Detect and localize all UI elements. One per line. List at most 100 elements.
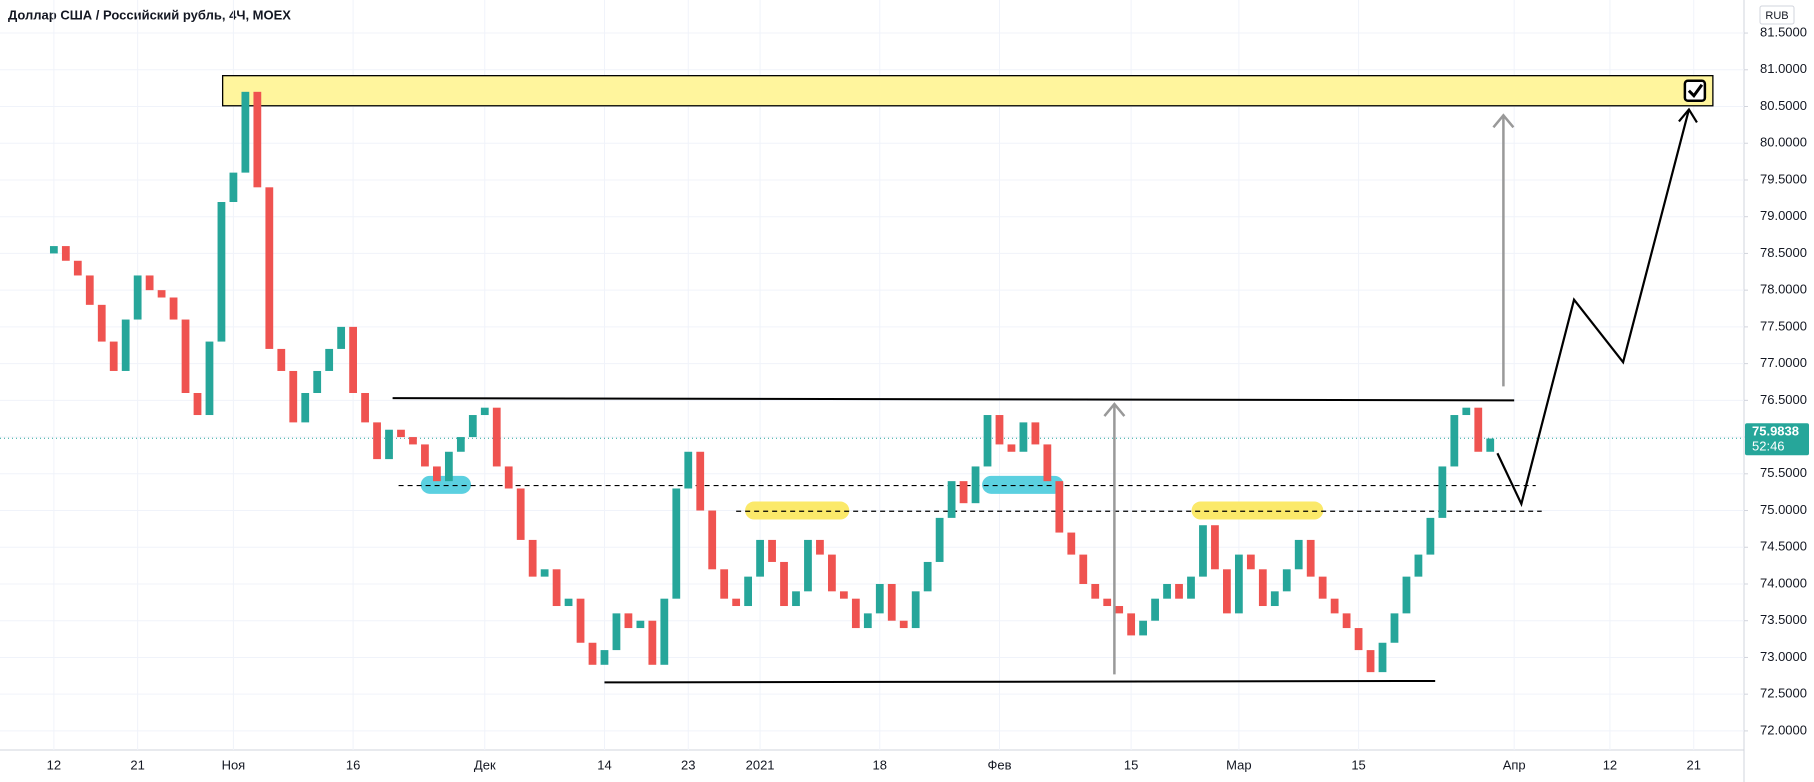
candle bbox=[1199, 525, 1207, 577]
x-tick-label: Мар bbox=[1226, 757, 1251, 772]
x-tick-label: 12 bbox=[1603, 757, 1617, 772]
candle bbox=[1390, 613, 1399, 643]
candle bbox=[409, 437, 417, 445]
candle bbox=[241, 91, 250, 173]
candle bbox=[1067, 532, 1076, 555]
grid bbox=[0, 0, 1744, 750]
candle bbox=[684, 451, 693, 489]
candle bbox=[1187, 576, 1195, 599]
candle bbox=[145, 275, 154, 291]
candle bbox=[373, 422, 381, 460]
candle bbox=[73, 260, 82, 276]
candle bbox=[672, 488, 681, 599]
candle bbox=[480, 407, 489, 416]
candle bbox=[899, 620, 908, 629]
candle bbox=[911, 591, 920, 629]
candle bbox=[1438, 466, 1447, 518]
candle bbox=[863, 613, 872, 629]
y-tick-label: 78.0000 bbox=[1760, 282, 1807, 297]
y-tick-label: 80.5000 bbox=[1760, 98, 1807, 113]
y-tick-label: 81.5000 bbox=[1760, 24, 1807, 39]
candle bbox=[1223, 569, 1231, 614]
candle bbox=[1139, 620, 1148, 636]
forecast-path bbox=[1496, 109, 1691, 508]
candle bbox=[181, 319, 190, 393]
candle bbox=[1330, 598, 1339, 614]
candle bbox=[1103, 598, 1112, 607]
candle bbox=[421, 444, 429, 467]
candle bbox=[839, 591, 848, 599]
y-tick-label: 77.5000 bbox=[1760, 318, 1807, 333]
x-tick-label: 2021 bbox=[746, 757, 775, 772]
x-tick-label: 21 bbox=[1686, 757, 1700, 772]
candle bbox=[1354, 628, 1363, 651]
candle bbox=[277, 348, 286, 371]
candle bbox=[780, 561, 788, 607]
candle bbox=[1414, 554, 1423, 577]
forecast-arrow-head bbox=[1678, 107, 1698, 124]
candle bbox=[516, 488, 525, 540]
candle bbox=[720, 569, 729, 599]
candle bbox=[265, 187, 274, 349]
currency-box[interactable] bbox=[1759, 5, 1795, 25]
candle bbox=[325, 348, 334, 371]
candle bbox=[995, 415, 1004, 445]
candle bbox=[947, 481, 956, 518]
candle bbox=[1043, 444, 1052, 482]
candle bbox=[744, 576, 753, 607]
countdown: 52:46 bbox=[1752, 439, 1785, 454]
y-tick-label: 80.0000 bbox=[1760, 135, 1807, 150]
candle bbox=[816, 539, 824, 555]
x-tick-label: 23 bbox=[681, 757, 695, 772]
y-tick-label: 79.5000 bbox=[1760, 171, 1807, 186]
price-tag-value: 75.9838 bbox=[1752, 424, 1799, 439]
candle bbox=[217, 202, 226, 342]
x-tick-label: Фев bbox=[987, 757, 1011, 772]
candle bbox=[983, 415, 992, 467]
candle bbox=[1402, 576, 1411, 614]
y-tick-label: 76.5000 bbox=[1760, 392, 1807, 407]
candle bbox=[612, 613, 621, 651]
currency[interactable]: RUB bbox=[1765, 10, 1788, 22]
candle bbox=[1115, 606, 1124, 614]
candle bbox=[157, 290, 166, 298]
candle bbox=[935, 517, 944, 562]
chart-title: Доллар США / Российский рубль, 4Ч, MOEX bbox=[8, 7, 291, 22]
candle bbox=[1019, 422, 1028, 452]
candle bbox=[576, 598, 585, 643]
candle bbox=[492, 407, 501, 467]
y-tick-label: 73.5000 bbox=[1760, 612, 1807, 627]
candle bbox=[1450, 415, 1459, 467]
level-line bbox=[392, 397, 1515, 402]
candle bbox=[923, 561, 932, 592]
candle bbox=[97, 304, 106, 342]
candle bbox=[361, 392, 369, 423]
candle bbox=[851, 598, 860, 629]
candle bbox=[660, 598, 669, 665]
candle bbox=[1234, 554, 1243, 614]
candle bbox=[444, 451, 453, 482]
y-tick-label: 74.0000 bbox=[1760, 575, 1807, 590]
candle bbox=[313, 370, 322, 393]
y-tick-label: 78.5000 bbox=[1760, 245, 1807, 260]
candle bbox=[624, 613, 633, 629]
candle bbox=[289, 370, 298, 423]
candle bbox=[696, 451, 705, 511]
candle bbox=[1294, 539, 1303, 570]
candle bbox=[600, 650, 609, 665]
candle bbox=[1127, 613, 1136, 636]
price-tag bbox=[1745, 423, 1809, 456]
candle bbox=[1270, 591, 1279, 607]
candle bbox=[169, 297, 178, 320]
candle bbox=[301, 392, 310, 423]
check-icon bbox=[1683, 79, 1707, 102]
check-mark bbox=[1687, 83, 1704, 99]
x-tick-label: 12 bbox=[47, 757, 61, 772]
candle bbox=[708, 510, 717, 570]
candle bbox=[1366, 650, 1375, 673]
candle bbox=[887, 583, 896, 621]
x-tick-label: 16 bbox=[346, 757, 360, 772]
candle bbox=[1282, 569, 1291, 592]
candle bbox=[49, 246, 58, 254]
